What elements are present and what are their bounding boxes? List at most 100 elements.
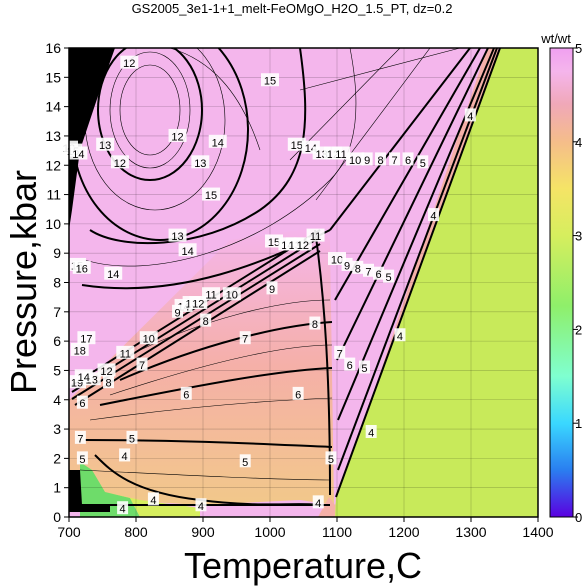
contour-label-bg (119, 448, 131, 462)
contour-label-bg (97, 363, 116, 377)
colorbar-tick-label: 2 (575, 322, 582, 337)
contour-label-bg (104, 266, 123, 280)
contour-label: 11 (205, 290, 216, 302)
y-tick-label: 10 (45, 216, 61, 232)
y-tick-label: 14 (45, 99, 61, 115)
contour-label: 8 (203, 316, 209, 328)
contour-label-bg (202, 187, 221, 201)
contour-label: 6 (405, 155, 411, 167)
contour-labels: 1215121314151315141312131415161415141312… (60, 55, 476, 516)
contour-label-bg (427, 208, 439, 222)
contour-label: 7 (139, 360, 145, 372)
contour-label: 4 (150, 495, 156, 507)
contour-label-bg (76, 451, 88, 465)
colorbar-tick-label: 0 (575, 510, 582, 525)
contour-label-bg (222, 287, 241, 301)
contour-label-bg (365, 424, 377, 438)
y-axis-label: Pressure,kbar (3, 170, 44, 394)
contour-label: 4 (397, 331, 403, 343)
contour-label: 12 (123, 58, 135, 70)
contour-label-bg (239, 454, 251, 468)
contour-label: 9 (269, 284, 275, 296)
contour-label: 10 (331, 255, 343, 267)
contour-label-bg (117, 501, 129, 515)
contour-label: 14 (107, 269, 119, 281)
contour-label: 7 (242, 334, 248, 346)
contour-label-bg (394, 328, 406, 342)
contour-label: 8 (377, 155, 383, 167)
contour-label-bg (261, 73, 279, 87)
contour-label: 10 (349, 155, 361, 167)
contour-label-bg (178, 243, 197, 257)
contour-label: 11 (120, 348, 131, 360)
contour-label: 4 (430, 211, 436, 223)
contour-label-bg (352, 260, 364, 274)
contour-label-bg (74, 430, 86, 444)
contour-label: 10 (143, 334, 155, 346)
colorbar-tick-label: 4 (575, 135, 582, 150)
contour-label: 4 (198, 501, 204, 513)
contour-label-bg (126, 430, 138, 444)
contour-label-bg (325, 451, 337, 465)
contour-label: 5 (328, 454, 334, 466)
colorbar (549, 47, 574, 518)
contour-label-bg (136, 357, 148, 371)
contour-label-bg (208, 134, 227, 148)
x-tick-label: 700 (57, 524, 81, 540)
contour-label: 7 (392, 155, 398, 167)
contour-label: 15 (205, 190, 217, 202)
contour-label: 6 (295, 389, 301, 401)
contour-label-bg (358, 360, 370, 374)
contour-label-bg (328, 252, 346, 266)
contour-label: 6 (79, 398, 85, 410)
contour-label: 5 (79, 454, 85, 466)
contour-label-bg (464, 108, 476, 122)
black-cluster (69, 470, 110, 512)
contour-label-bg (341, 257, 353, 271)
contour-label-bg (103, 375, 115, 389)
contour-label-bg (116, 345, 135, 359)
y-tick-label: 11 (46, 187, 61, 203)
colorbar-tick-label: 5 (575, 41, 582, 56)
contour-label: 16 (76, 263, 88, 275)
contour-label-bg (373, 266, 385, 280)
contour-label: 8 (105, 378, 111, 390)
x-tick-label: 1200 (388, 524, 419, 540)
x-tick-label: 1100 (322, 524, 352, 540)
contour-label-bg (202, 287, 221, 301)
left-edge-cluster (69, 48, 115, 230)
contour-label-bg (77, 331, 96, 345)
x-axis-label: Temperature,C (184, 545, 422, 586)
contour-label: 9 (364, 155, 370, 167)
contour-label-bg (76, 395, 88, 409)
y-tick-label: 3 (53, 421, 61, 437)
contour-label: 12 (297, 240, 309, 252)
contour-label: 4 (122, 451, 128, 463)
contour-label: 9 (344, 260, 350, 272)
y-tick-label: 6 (53, 333, 61, 349)
contour-label: 14 (72, 149, 84, 161)
contour-label: 12 (100, 366, 112, 378)
contour-label: 11 (310, 231, 321, 243)
colorbar-tick-label: 1 (575, 416, 582, 431)
contour-label: 6 (347, 360, 353, 372)
contour-label: 17 (80, 334, 92, 346)
contour-label: 18 (74, 345, 86, 357)
contour-label-bg (332, 146, 351, 160)
contour-label: 5 (386, 272, 392, 284)
contour-label-bg (417, 155, 429, 169)
contour-label: 15 (264, 76, 276, 88)
y-tick-label: 0 (53, 509, 61, 525)
contour-label-bg (200, 313, 212, 327)
y-tick-label: 16 (45, 40, 61, 56)
contour-label-bg (70, 342, 89, 356)
contour-label: 11 (335, 149, 346, 161)
contour-label-bg (306, 228, 325, 242)
contour-label-bg (239, 331, 251, 345)
contour-label-bg (120, 55, 139, 69)
contour-label-bg (375, 152, 387, 166)
contour-label: 4 (467, 111, 473, 123)
contour-label: 4 (120, 504, 126, 516)
y-tick-label: 15 (45, 69, 61, 85)
